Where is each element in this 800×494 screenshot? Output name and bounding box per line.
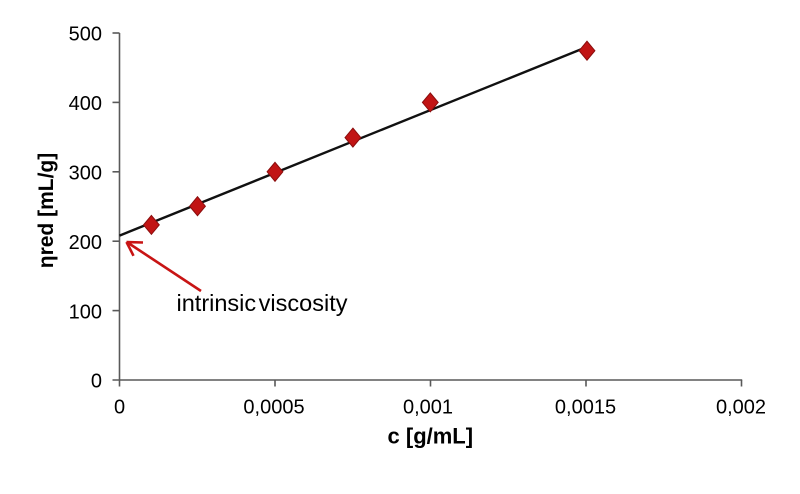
svg-text:0: 0 (114, 397, 125, 419)
svg-text:0,0005: 0,0005 (243, 397, 304, 419)
svg-text:100: 100 (69, 301, 102, 323)
svg-text:0,0015: 0,0015 (555, 397, 616, 419)
svg-text:500: 500 (69, 24, 102, 46)
svg-text:0,002: 0,002 (716, 397, 766, 419)
svg-text:200: 200 (69, 232, 102, 254)
svg-text:c [g/mL]: c [g/mL] (388, 424, 474, 449)
svg-text:400: 400 (69, 93, 102, 115)
svg-text:300: 300 (69, 163, 102, 185)
svg-text:0: 0 (91, 371, 102, 393)
svg-text:intrinsic viscosity: intrinsic viscosity (177, 290, 348, 316)
svg-text:0,001: 0,001 (403, 397, 453, 419)
svg-text:ηred [mL/g]: ηred [mL/g] (35, 153, 58, 269)
